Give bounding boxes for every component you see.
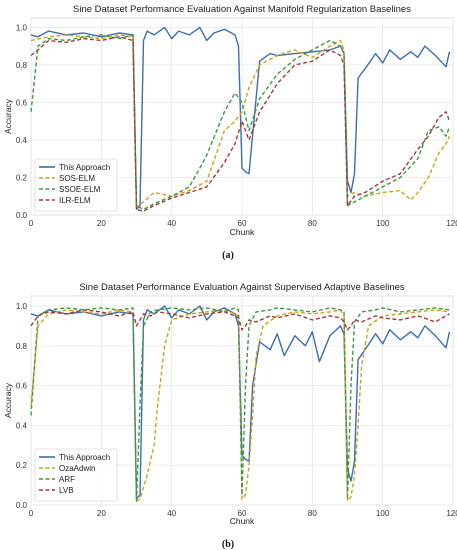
y-tick-label: 0.4	[16, 421, 28, 430]
y-tick-label: 0.4	[16, 136, 28, 145]
chart-title: Sine Dataset Performance Evaluation Agai…	[73, 4, 411, 15]
series-line-sos-elm	[30, 34, 451, 209]
x-tick-label: 20	[97, 219, 106, 228]
x-tick-label: 40	[167, 509, 176, 518]
x-tick-label: 120	[446, 219, 457, 228]
series-line-ilr-elm	[30, 36, 451, 212]
panel-caption: (a)	[222, 250, 234, 261]
x-axis-label: Chunk	[230, 227, 255, 237]
legend-label: SSOE-ELM	[59, 185, 101, 194]
x-tick-label: 60	[238, 509, 247, 518]
x-tick-label: 20	[97, 509, 106, 518]
legend-box	[34, 158, 118, 212]
legend-label: SOS-ELM	[59, 174, 95, 183]
y-tick-label: 0.8	[16, 342, 28, 351]
y-tick-label: 0.0	[16, 211, 28, 220]
y-tick-label: 0.2	[16, 461, 28, 470]
chart-panel-b: 0.0 0.2 0.4 0.6 0.8 1.0 0 20 40 60 80 100 120 Sine Da…	[3, 282, 457, 550]
series-line-arf	[30, 307, 450, 502]
legend-label: This Approach	[59, 163, 110, 172]
y-axis-label: Accuracy	[3, 98, 13, 134]
legend-label: This Approach	[59, 453, 110, 462]
x-tick-label: 40	[167, 219, 176, 228]
x-tick-label: 80	[308, 219, 317, 228]
legend-label: ILR-ELM	[59, 196, 91, 205]
legend-label: ARF	[59, 475, 75, 484]
x-tick-label: 100	[376, 509, 390, 518]
y-axis-label: Accuracy	[3, 382, 13, 418]
y-tick-label: 0.2	[16, 173, 28, 182]
series-line-this-approach	[30, 305, 451, 500]
y-tick-label: 0.6	[16, 382, 28, 391]
y-tick-label: 0.0	[16, 501, 28, 510]
x-axis-label: Chunk	[230, 516, 255, 526]
legend-label: LVB	[59, 486, 74, 495]
x-tick-label: 100	[376, 219, 390, 228]
series-line-ozaadwin	[30, 309, 450, 502]
legend-label: OzaAdwin	[59, 464, 95, 473]
legend-box	[34, 448, 118, 502]
series-line-this-approach	[30, 26, 451, 211]
y-tick-label: 1.0	[16, 23, 28, 32]
y-tick-label: 1.0	[16, 302, 28, 311]
chart-title: Sine Dataset Performance Evaluation Agai…	[79, 282, 405, 293]
x-tick-label: 0	[29, 219, 34, 228]
series-line-lvb	[30, 309, 450, 331]
x-tick-label: 80	[308, 509, 317, 518]
chart-panel-a: 0.0 0.2 0.4 0.6 0.8 1.0 0 20 40 60 80 100 120 Sine Da…	[3, 4, 457, 261]
x-tick-label: 120	[446, 509, 457, 518]
x-tick-label: 60	[238, 219, 247, 228]
y-tick-label: 0.6	[16, 98, 28, 107]
panel-caption: (b)	[222, 539, 234, 550]
x-tick-label: 0	[29, 509, 34, 518]
y-tick-label: 0.8	[16, 61, 28, 70]
